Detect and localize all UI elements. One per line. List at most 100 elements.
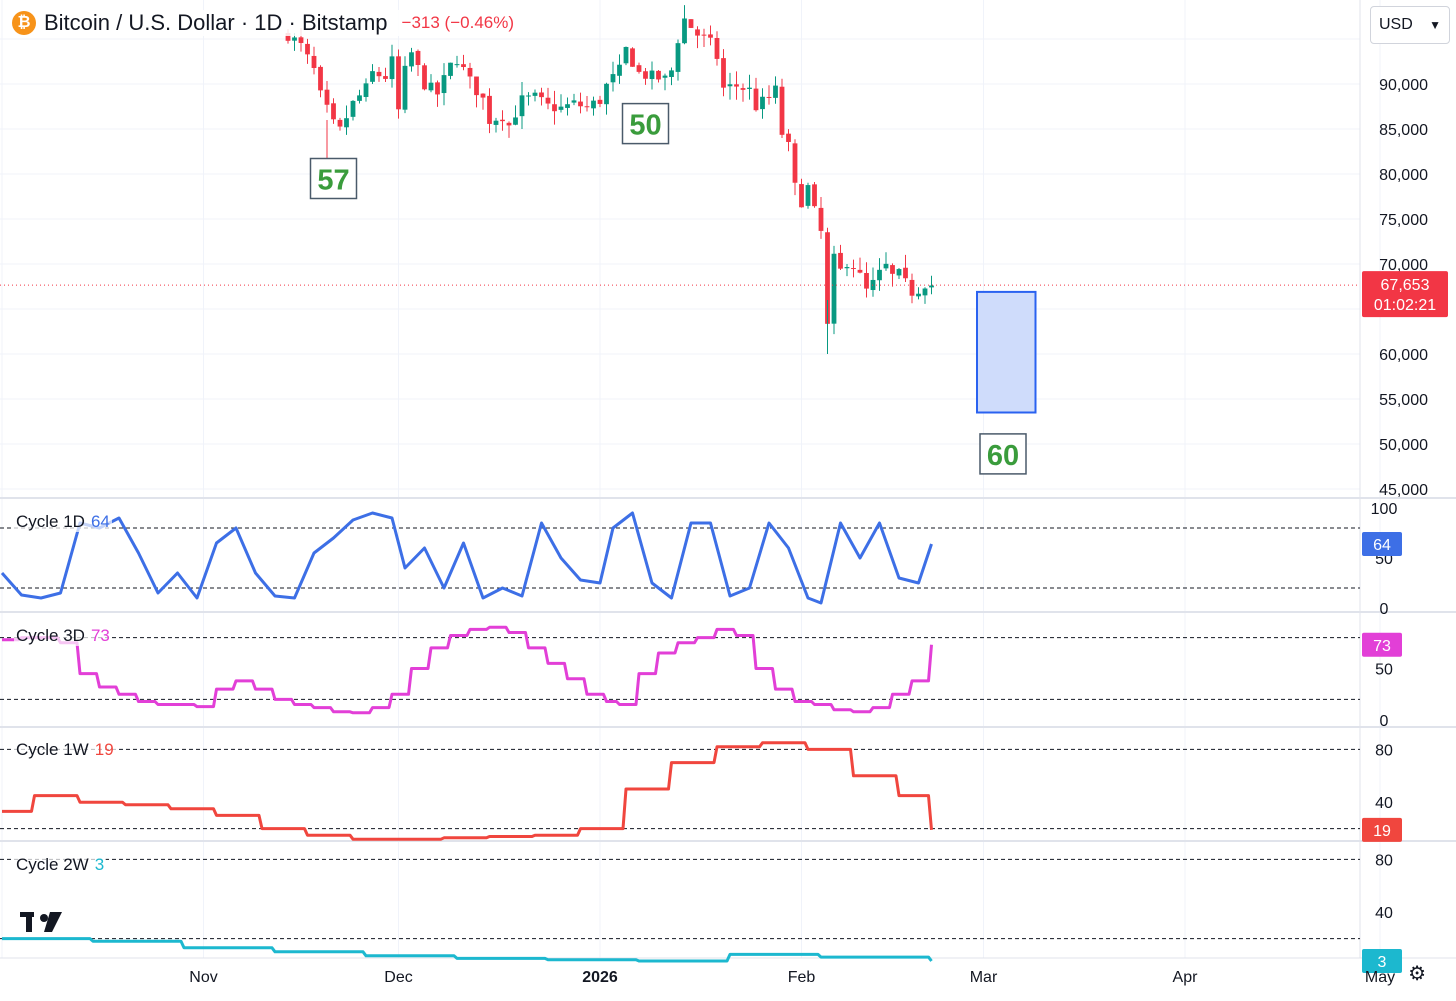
price-tick-55000: 55,000 [1379,392,1428,409]
cycle-1w-label[interactable]: Cycle 1W 19 [14,740,116,760]
candle-body [825,232,830,324]
candle-body [305,43,310,55]
candle-body [487,95,492,124]
projection-box [976,290,1037,414]
time-tick-nov: Nov [189,969,217,986]
cycle-1d-label[interactable]: Cycle 1D 64 [14,512,112,532]
candle-body [526,95,531,97]
annotation-label-60: 60 [987,440,1019,472]
candle-body [454,64,460,66]
cycle-3d-label[interactable]: Cycle 3D 73 [14,626,112,646]
cycle-3d-badge-label: 73 [1373,638,1391,655]
time-tick-apr: Apr [1173,969,1199,986]
gear-icon[interactable]: ⚙ [1408,963,1426,985]
candle-body [324,89,330,105]
annotation-label-50: 50 [629,110,661,142]
cycle-3d-value-badge [1362,632,1402,657]
candle-body [500,119,505,122]
time-tick-feb: Feb [788,969,816,986]
candle-body [695,29,700,36]
candles-group [285,5,934,335]
candle-body [675,43,681,72]
candle-body [539,92,544,98]
candle-body [292,37,297,41]
tradingview-logo-icon [20,912,62,932]
cycle-1w-line [2,741,933,841]
price-tick-70000: 70,000 [1379,257,1428,274]
logo-wedge [44,912,62,932]
annotation-box-50 [621,102,670,145]
candle-body [909,279,915,296]
candle-body [331,103,336,120]
candle-body [376,71,382,77]
candle-body [461,64,466,68]
candle-body [337,119,343,127]
candle-body [688,19,694,28]
candle-body [838,252,843,269]
cycle-2w-label[interactable]: Cycle 2W 3 [14,855,107,875]
candle-body [383,76,388,79]
candle-body [714,38,720,59]
cycle-2w-tick-40: 40 [1375,905,1393,922]
candle-body [747,87,752,89]
annotation-label-57: 57 [317,165,349,197]
currency-select[interactable]: USD ▼ [1370,6,1450,44]
candle-body [565,104,570,108]
cycle-2w-value-badge [1362,949,1402,974]
cycle-2w-value: 3 [94,855,105,874]
candle-body [779,86,785,135]
candle-body [851,268,856,270]
candle-body [623,46,629,64]
cycle-1d-value-badge [1362,532,1402,556]
time-tick-dec: Dec [384,969,412,986]
candle-body [818,207,824,231]
candle-body [844,267,850,269]
candle-body [467,67,473,77]
candle-body [701,34,707,36]
candle-body [311,55,317,69]
candle-body [708,34,713,38]
candle-body [682,18,687,44]
bitcoin-icon: ₿ [12,11,36,35]
price-tick-60000: 60,000 [1379,347,1428,364]
cycle-1w-badge-label: 19 [1373,823,1391,840]
last-price-label: 67,653 [1381,277,1430,294]
candle-body [545,97,551,104]
candle-body [916,293,921,297]
candle-body [786,133,791,142]
candle-body [604,83,609,105]
candle-body [493,120,499,125]
candle-body [760,96,765,110]
candle-body [890,265,895,274]
candle-body [721,58,726,88]
price-tick-90000: 90,000 [1379,77,1428,94]
candle-body [435,82,440,95]
candle-body [740,88,746,90]
candle-body [649,70,655,80]
candle-body [792,143,798,183]
symbol-title[interactable]: Bitcoin / U.S. Dollar · 1D · Bitstamp [44,10,388,35]
candle-body [656,70,661,80]
symbol-header[interactable]: ₿ Bitcoin / U.S. Dollar · 1D · Bitstamp … [12,10,521,36]
cycle-3d-value: 73 [90,626,110,645]
cycle-2w-line [2,937,933,963]
price-tick-45000: 45,000 [1379,482,1428,499]
candle-body [662,75,668,78]
candle-body [519,95,525,117]
price-tick-50000: 50,000 [1379,437,1428,454]
cycle-1w-tick-40: 40 [1375,795,1393,812]
cycle-1d-tick-100: 100 [1371,501,1398,518]
candle-body [402,65,408,110]
chevron-down-icon: ▼ [1429,18,1441,32]
candle-body [415,50,421,65]
annotation-box-57 [309,157,358,200]
cycle-3d-tick-50: 50 [1375,662,1393,679]
candle-body [389,56,395,80]
price-change: −313 (−0.46%) [401,13,515,32]
candle-body [396,56,401,110]
candle-body [610,74,616,83]
price-tick-80000: 80,000 [1379,167,1428,184]
candle-body [318,66,323,91]
